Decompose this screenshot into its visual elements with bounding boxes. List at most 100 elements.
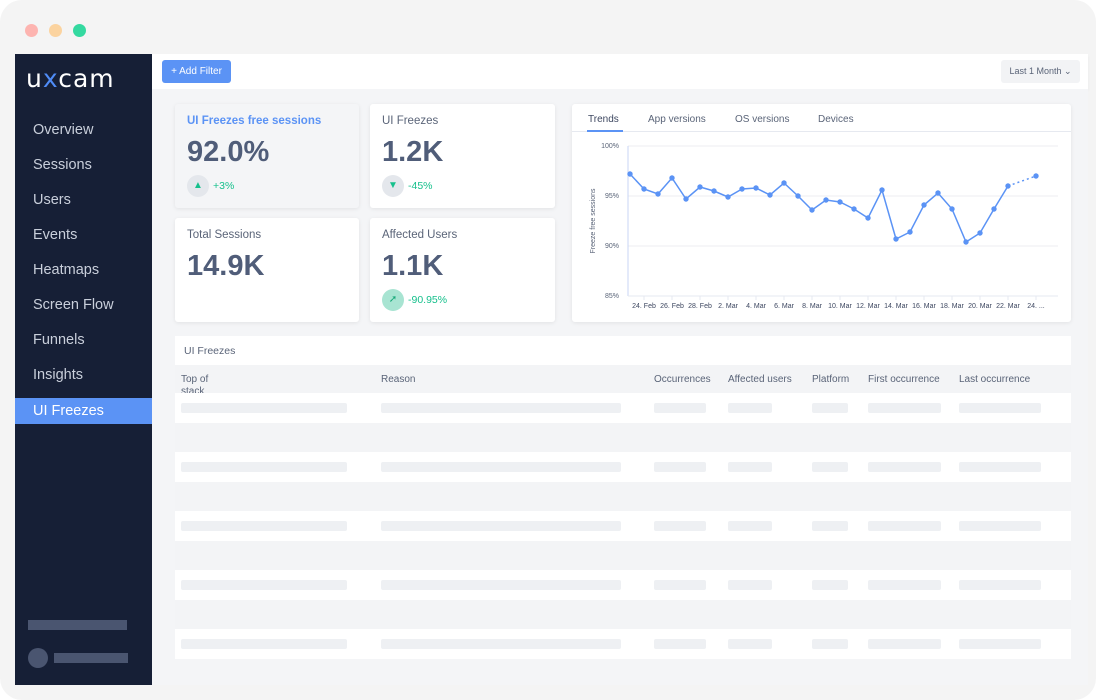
data-point[interactable] [627,171,633,177]
table-row[interactable] [175,629,1071,659]
sidebar-item-funnels[interactable]: Funnels [33,332,85,348]
skeleton-cell [181,639,347,649]
table-row[interactable] [175,452,1071,482]
tab-devices[interactable]: Devices [818,114,854,125]
skeleton-cell [728,403,772,413]
column-header[interactable]: Reason [381,374,416,385]
data-point[interactable] [753,185,759,191]
data-point[interactable] [893,236,899,242]
data-point[interactable] [935,190,941,196]
table-header [175,365,1071,393]
stat-card-affected-users[interactable]: Affected Users 1.1K ➚ -90.95% [370,218,555,322]
x-tick-label: 20. Mar [968,303,992,310]
skeleton-cell [959,403,1041,413]
data-point[interactable] [795,193,801,199]
data-point[interactable] [1005,183,1011,189]
table-row[interactable] [175,481,1071,512]
column-header[interactable]: First occurrence [868,374,940,385]
x-tick-label: 8. Mar [802,303,823,310]
sidebar-item-overview[interactable]: Overview [33,122,94,138]
data-point[interactable] [697,184,703,190]
data-point[interactable] [725,194,731,200]
column-header[interactable]: Affected users [728,374,792,385]
skeleton-cell [868,580,941,590]
add-filter-button[interactable]: + Add Filter [162,60,231,83]
sidebar: uxcam Overview Sessions Users Events Hea… [15,54,152,685]
skeleton-cell [959,462,1041,472]
y-tick-label: 100% [601,143,619,150]
stat-card-total-sessions[interactable]: Total Sessions 14.9K [175,218,359,322]
table-row[interactable] [175,393,1071,423]
tab-os-versions[interactable]: OS versions [735,114,790,125]
table-row[interactable] [175,599,1071,630]
sidebar-item-screen-flow[interactable]: Screen Flow [33,297,114,313]
data-point[interactable] [641,186,647,192]
data-point[interactable] [823,197,829,203]
card-change: +3% [213,180,235,192]
data-point[interactable] [809,207,815,213]
x-tick-label: 24. Feb [632,303,656,310]
sidebar-item-ui-freezes[interactable]: UI Freezes [15,398,152,424]
table-row[interactable] [175,570,1071,600]
data-point[interactable] [991,206,997,212]
close-window-button[interactable] [25,24,38,37]
skeleton-cell [959,521,1041,531]
sidebar-item-sessions[interactable]: Sessions [33,157,92,173]
data-point[interactable] [767,192,773,198]
skeleton-cell [728,462,772,472]
data-point[interactable] [655,191,661,197]
data-point[interactable] [837,199,843,205]
data-point[interactable] [865,215,871,221]
sidebar-item-users[interactable]: Users [33,192,71,208]
data-point[interactable] [669,175,675,181]
column-header[interactable]: Top of stack [181,374,209,397]
column-header[interactable]: Occurrences [654,374,711,385]
card-value: 14.9K [187,250,265,282]
date-range-label: Last 1 Month [1009,66,1062,76]
ui-freezes-table: UI Freezes Top of stack Reason Occurrences… [175,336,1071,659]
table-row[interactable] [175,540,1071,571]
data-point[interactable] [921,202,927,208]
data-point[interactable] [711,188,717,194]
data-point[interactable] [781,180,787,186]
data-point[interactable] [879,187,885,193]
minimize-window-button[interactable] [49,24,62,37]
data-point[interactable] [851,206,857,212]
data-point[interactable] [963,239,969,245]
tab-trends[interactable]: Trends [588,114,619,125]
data-point[interactable] [977,230,983,236]
uxcam-logo[interactable]: uxcam [26,64,115,93]
active-tab-indicator [587,130,623,132]
skeleton-cell [868,462,941,472]
stat-card-freeze-free[interactable]: UI Freezes free sessions 92.0% ▲ +3% [175,104,359,208]
table-row[interactable] [175,422,1071,453]
sidebar-item-insights[interactable]: Insights [33,367,83,383]
sidebar-item-events[interactable]: Events [33,227,78,243]
skeleton-cell [381,403,621,413]
data-point[interactable] [683,196,689,202]
skeleton-cell [959,580,1041,590]
table-row[interactable] [175,511,1071,541]
data-point[interactable] [949,206,955,212]
stat-card-ui-freezes[interactable]: UI Freezes 1.2K ▼ -45% [370,104,555,208]
skeleton-cell [181,521,347,531]
data-point[interactable] [739,186,745,192]
chevron-down-icon: ⌄ [1064,66,1072,76]
skeleton-cell [868,403,941,413]
x-tick-label: 18. Mar [940,303,964,310]
tab-app-versions[interactable]: App versions [648,114,706,125]
data-point[interactable] [907,229,913,235]
sidebar-item-heatmaps[interactable]: Heatmaps [33,262,100,278]
column-header[interactable]: Platform [812,374,850,385]
maximize-window-button[interactable] [73,24,86,37]
date-range-select[interactable]: Last 1 Month ⌄ [1001,60,1080,83]
column-header[interactable]: Last occurrence [959,374,1031,385]
skeleton-cell [728,521,772,531]
x-tick-label: 22. Mar [996,303,1020,310]
series-line [629,173,1009,244]
data-point[interactable] [1033,173,1039,179]
avatar[interactable] [28,648,48,668]
y-tick-label: 85% [605,293,619,300]
series-line-projected [1007,175,1037,187]
